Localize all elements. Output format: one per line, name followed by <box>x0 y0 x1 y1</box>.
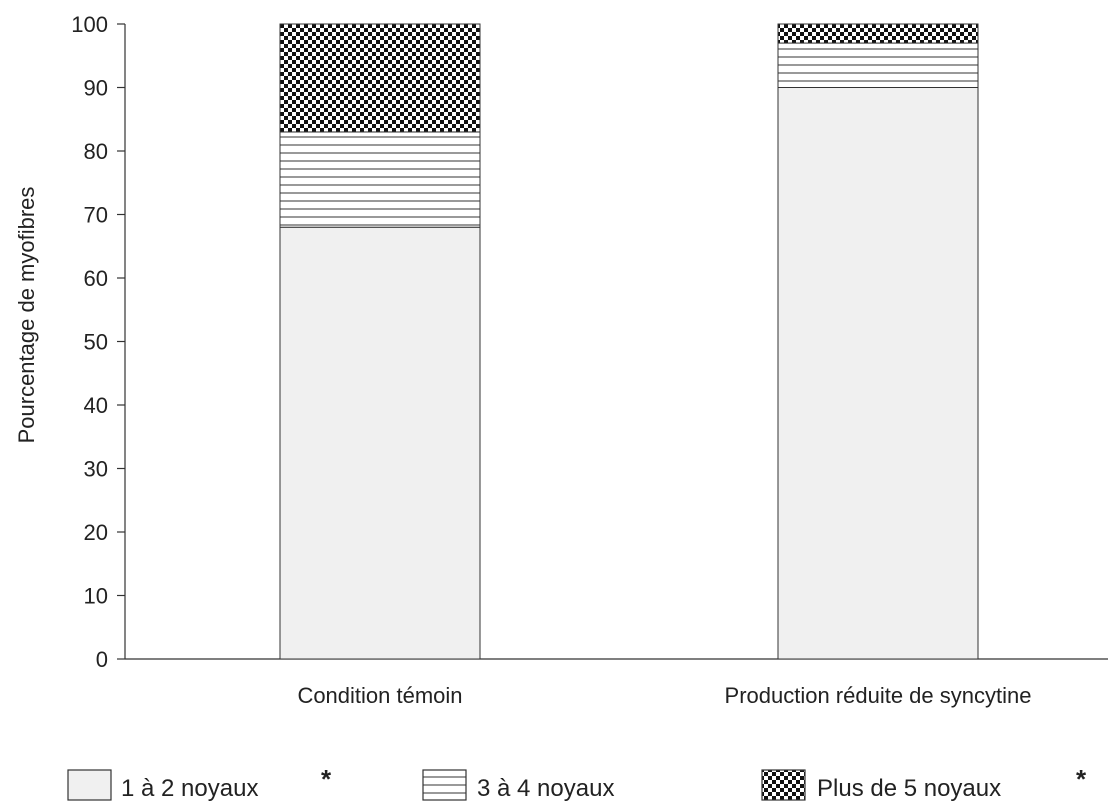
bar-segment-2 <box>279 131 481 228</box>
legend: 1 à 2 noyaux * 3 à 4 noyaux Plus de 5 noyau… <box>67 764 1087 802</box>
legend-label: 3 à 4 noyaux <box>477 775 614 802</box>
legend-swatch <box>422 769 467 801</box>
legend-swatch <box>761 769 806 801</box>
y-tick-label: 30 <box>84 457 108 482</box>
y-tick-label: 10 <box>84 584 108 609</box>
bar-segment-3 <box>777 23 979 44</box>
x-axis: Condition témoin Production réduite de sy… <box>125 658 1108 708</box>
bar-segment-1 <box>279 226 481 660</box>
y-tick-label: 90 <box>84 76 108 101</box>
y-axis: 0 10 20 30 40 50 60 70 80 90 100 <box>71 12 126 672</box>
x-category-label: Production réduite de syncytine <box>725 683 1032 708</box>
legend-significance-marker: * <box>1076 764 1087 794</box>
y-tick-label: 0 <box>96 647 108 672</box>
y-tick-label: 70 <box>84 203 108 228</box>
legend-significance-marker: * <box>321 764 332 794</box>
y-tick-label: 20 <box>84 520 108 545</box>
bar-segment-1 <box>777 87 979 660</box>
legend-label: 1 à 2 noyaux <box>121 775 258 802</box>
bars <box>279 23 979 660</box>
bar-segment-2 <box>777 42 979 88</box>
y-tick-label: 50 <box>84 330 108 355</box>
legend-swatch <box>67 769 112 801</box>
y-tick-label: 100 <box>71 12 108 37</box>
y-tick-label: 60 <box>84 266 108 291</box>
y-tick-label: 40 <box>84 393 108 418</box>
bar-segment-3 <box>279 23 481 133</box>
y-axis-title: Pourcentage de myofibres <box>14 187 39 444</box>
y-tick-label: 80 <box>84 139 108 164</box>
legend-label: Plus de 5 noyaux <box>817 775 1001 802</box>
x-category-label: Condition témoin <box>297 683 462 708</box>
